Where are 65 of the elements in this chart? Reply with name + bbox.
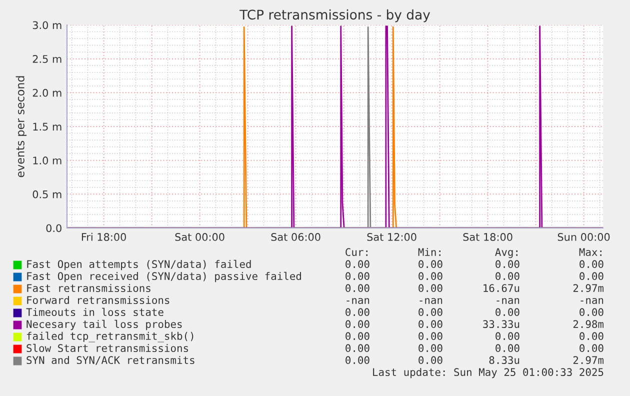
legend-label: SYN and SYN/ACK retransmits bbox=[26, 356, 194, 365]
text: 8.33u bbox=[489, 356, 520, 364]
text: 0.00 bbox=[418, 260, 442, 268]
text: 2.98m bbox=[573, 320, 604, 328]
y-tick-label: 3.0 m bbox=[32, 21, 62, 30]
text: 0.00 bbox=[580, 272, 604, 280]
y-tick-label: 0.0 bbox=[46, 224, 62, 232]
text: 0.00 bbox=[346, 284, 370, 292]
x-tick-label: Sat 00:00 bbox=[175, 233, 224, 241]
text: 0.00 bbox=[418, 320, 442, 328]
text: 33.33u bbox=[483, 320, 520, 328]
text: 2.97m bbox=[573, 284, 604, 292]
text: 0.00 bbox=[418, 356, 442, 364]
chart-title: TCP retransmissions - by day bbox=[240, 9, 430, 22]
text: 0.00 bbox=[346, 260, 370, 268]
text: Last update: Sun May 25 01:00:33 2025 bbox=[373, 368, 604, 378]
text: 0.00 bbox=[346, 356, 370, 364]
text: 0.00 bbox=[580, 344, 604, 352]
text: Avg: bbox=[495, 248, 518, 258]
text: 0.00 bbox=[346, 344, 370, 352]
text: 0.00 bbox=[418, 272, 442, 280]
legend-label: failed tcp_retransmit_skb() bbox=[26, 332, 194, 342]
text: 0.00 bbox=[496, 332, 520, 340]
text: 0.00 bbox=[496, 272, 520, 280]
text: 0.00 bbox=[580, 308, 604, 316]
text: 0.00 bbox=[346, 308, 370, 316]
text: 0.00 bbox=[580, 260, 604, 268]
text: 0.00 bbox=[346, 320, 370, 328]
text: 0.00 bbox=[496, 308, 520, 316]
text: 0.00 bbox=[496, 260, 520, 268]
text: 0.00 bbox=[580, 332, 604, 340]
text: 0.00 bbox=[496, 344, 520, 352]
text: 0.00 bbox=[418, 308, 442, 316]
text: 0.00 bbox=[346, 332, 370, 340]
legend-label: Necesary tail loss probes bbox=[26, 320, 182, 330]
x-tick-label: Sun 00:00 bbox=[558, 233, 610, 241]
y-tick-label: 2.5 m bbox=[32, 55, 62, 63]
text: -nan bbox=[420, 298, 442, 304]
x-tick-label: Sat 06:00 bbox=[271, 233, 320, 241]
legend-label: Forward retransmissions bbox=[27, 296, 170, 304]
text: 0.00 bbox=[418, 284, 442, 292]
text: Min: bbox=[418, 248, 440, 256]
y-axis-title: events per second bbox=[16, 76, 27, 178]
legend-label: Fast Open attempts (SYN/data) failed bbox=[27, 260, 251, 270]
text: 16.67u bbox=[484, 284, 520, 292]
legend-label: Slow Start retransmissions bbox=[26, 344, 188, 352]
text: -nan bbox=[496, 298, 520, 304]
y-tick-label: 0.5 m bbox=[32, 190, 62, 198]
x-tick-label: Fri 18:00 bbox=[82, 232, 126, 241]
x-tick-label: Sat 18:00 bbox=[463, 233, 512, 241]
legend-label: Timeouts in loss state bbox=[26, 308, 164, 316]
y-tick-label: 2.0 m bbox=[32, 88, 62, 97]
text: -nan bbox=[580, 298, 604, 304]
legend-label: Fast Open received (SYN/data) passive failed bbox=[27, 272, 301, 282]
text: -nan bbox=[346, 298, 370, 304]
text: 0.00 bbox=[346, 272, 370, 280]
text: 2.97m bbox=[573, 356, 604, 364]
legend-label: Fast retransmissions bbox=[27, 284, 150, 292]
y-tick-label: 1.0 m bbox=[33, 156, 62, 164]
y-tick-label: 1.5 m bbox=[33, 122, 62, 131]
text: 0.00 bbox=[418, 344, 442, 352]
text: Max: bbox=[579, 248, 602, 256]
text: 0.00 bbox=[418, 332, 442, 340]
text: Cur: bbox=[346, 248, 368, 256]
x-tick-label: Sat 12:00 bbox=[367, 233, 416, 241]
